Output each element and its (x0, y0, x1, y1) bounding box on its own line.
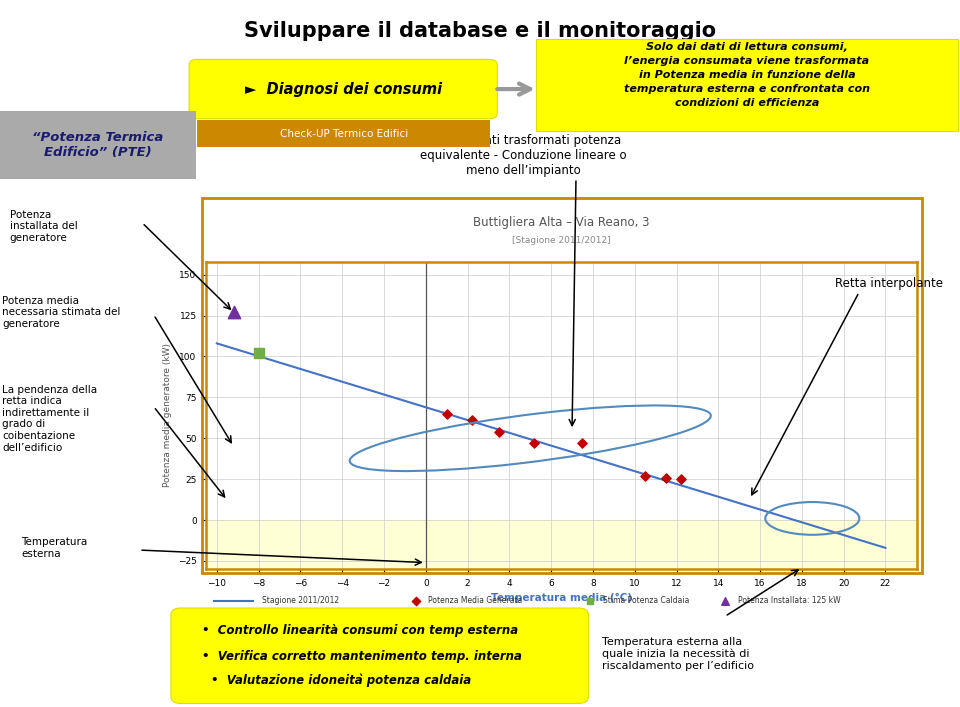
Point (527, 438, 542, 449)
Text: •  Valutazione idoneità potenza caldaia: • Valutazione idoneità potenza caldaia (211, 673, 471, 687)
Text: [Stagione 2011/2012]: [Stagione 2011/2012] (513, 236, 611, 245)
Text: Temperatura
esterna: Temperatura esterna (21, 537, 87, 559)
Text: Potenza media
necessaria stimata del
generatore: Potenza media necessaria stimata del gen… (2, 296, 120, 329)
Text: Stagione 2011/2012: Stagione 2011/2012 (262, 597, 339, 605)
Text: La pendenza della
retta indica
indirettamente il
grado di
coibentazione
dell’edi: La pendenza della retta indica indiretta… (2, 385, 97, 452)
Point (464, 414, 479, 426)
Text: ►  Diagnosi dei consumi: ► Diagnosi dei consumi (245, 81, 443, 97)
Text: “Potenza Termica
Edificio” (PTE): “Potenza Termica Edificio” (PTE) (33, 131, 163, 159)
Text: Stima Potenza Caldaia: Stima Potenza Caldaia (603, 597, 689, 605)
Text: Punti rilevati trasformati potenza
equivalente - Conduzione lineare o
meno dell’: Punti rilevati trasformati potenza equiv… (420, 134, 627, 177)
Point (637, 470, 653, 481)
Text: Sviluppare il database e il monitoraggio: Sviluppare il database e il monitoraggio (244, 21, 716, 41)
Text: Potenza Installata: 125 kW: Potenza Installata: 125 kW (738, 597, 840, 605)
Text: Check-UP Termico Edifici: Check-UP Termico Edifici (279, 129, 408, 139)
Bar (206, 520, 917, 569)
Point (251, 348, 266, 359)
Text: Temperatura esterna alla
quale inizia la necessità di
riscaldamento per l’edific: Temperatura esterna alla quale inizia la… (602, 637, 754, 671)
Text: Buttigliera Alta – Via Reano, 3: Buttigliera Alta – Via Reano, 3 (473, 216, 650, 229)
Text: Potenza Media Generata: Potenza Media Generata (428, 597, 522, 605)
Point (575, 438, 590, 449)
Point (226, 307, 241, 318)
Text: Solo dai dati di lettura consumi,
l’energia consumata viene trasformata
in Poten: Solo dai dati di lettura consumi, l’ener… (624, 42, 870, 108)
Text: Potenza
installata del
generatore: Potenza installata del generatore (10, 210, 78, 243)
Point (439, 408, 454, 419)
Point (673, 474, 688, 485)
X-axis label: Temperatura media (°C): Temperatura media (°C) (491, 593, 633, 604)
Point (659, 472, 674, 483)
Point (492, 426, 507, 438)
Text: •  Verifica corretto mantenimento temp. interna: • Verifica corretto mantenimento temp. i… (202, 650, 521, 662)
Text: Retta interpolante: Retta interpolante (835, 277, 943, 290)
Text: •  Controllo linearità consumi con temp esterna: • Controllo linearità consumi con temp e… (202, 624, 517, 637)
Y-axis label: Potenza media generatore (kW): Potenza media generatore (kW) (163, 344, 172, 487)
